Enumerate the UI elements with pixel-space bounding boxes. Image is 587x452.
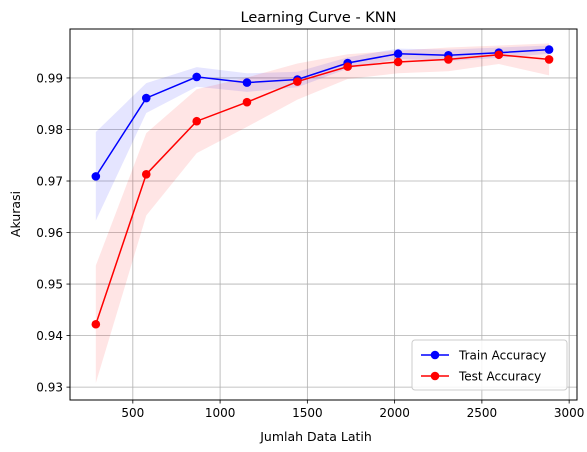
test-accuracy-point xyxy=(192,117,201,126)
legend-marker-train-accuracy xyxy=(431,351,440,360)
test-accuracy-point xyxy=(142,170,151,179)
chart-title: Learning Curve - KNN xyxy=(241,10,397,26)
y-axis-label: Akurasi xyxy=(8,191,23,237)
x-tick-label: 1000 xyxy=(205,406,236,420)
legend: Train Accuracy Test Accuracy xyxy=(412,340,567,390)
test-accuracy-point xyxy=(394,58,403,67)
x-tick-label: 3000 xyxy=(554,406,585,420)
legend-label-test-accuracy: Test Accuracy xyxy=(458,369,541,383)
x-tick-label: 2500 xyxy=(467,406,498,420)
y-tick-label: 0.93 xyxy=(36,380,63,394)
y-tick-label: 0.98 xyxy=(36,123,63,137)
y-tick-label: 0.96 xyxy=(36,226,63,240)
x-axis-label: Jumlah Data Latih xyxy=(259,429,372,444)
train-accuracy-point xyxy=(142,94,151,103)
y-tick-label: 0.95 xyxy=(36,277,63,291)
x-tick-label: 500 xyxy=(121,406,144,420)
test-accuracy-point xyxy=(545,55,554,64)
legend-marker-test-accuracy xyxy=(431,372,440,381)
train-accuracy-point xyxy=(243,78,252,87)
test-accuracy-point xyxy=(444,55,453,64)
train-accuracy-point xyxy=(92,172,101,181)
legend-label-train-accuracy: Train Accuracy xyxy=(458,348,546,362)
x-tick-label: 1500 xyxy=(292,406,323,420)
y-axis-ticks: 0.93 0.94 0.95 0.96 0.97 0.98 0.99 xyxy=(36,71,70,394)
y-tick-label: 0.94 xyxy=(36,329,63,343)
train-accuracy-point xyxy=(192,73,201,82)
test-accuracy-point xyxy=(343,62,352,71)
test-accuracy-point xyxy=(495,50,504,59)
x-axis-ticks: 500 1000 1500 2000 2500 3000 xyxy=(121,400,584,420)
test-accuracy-point xyxy=(293,77,302,86)
train-accuracy-point xyxy=(545,45,554,54)
test-accuracy-point xyxy=(243,98,252,107)
confidence-bands xyxy=(96,43,549,383)
x-tick-label: 2000 xyxy=(379,406,410,420)
train-accuracy-point xyxy=(394,49,403,58)
test-accuracy-point xyxy=(92,320,101,329)
y-tick-label: 0.97 xyxy=(36,174,63,188)
y-tick-label: 0.99 xyxy=(36,71,63,85)
